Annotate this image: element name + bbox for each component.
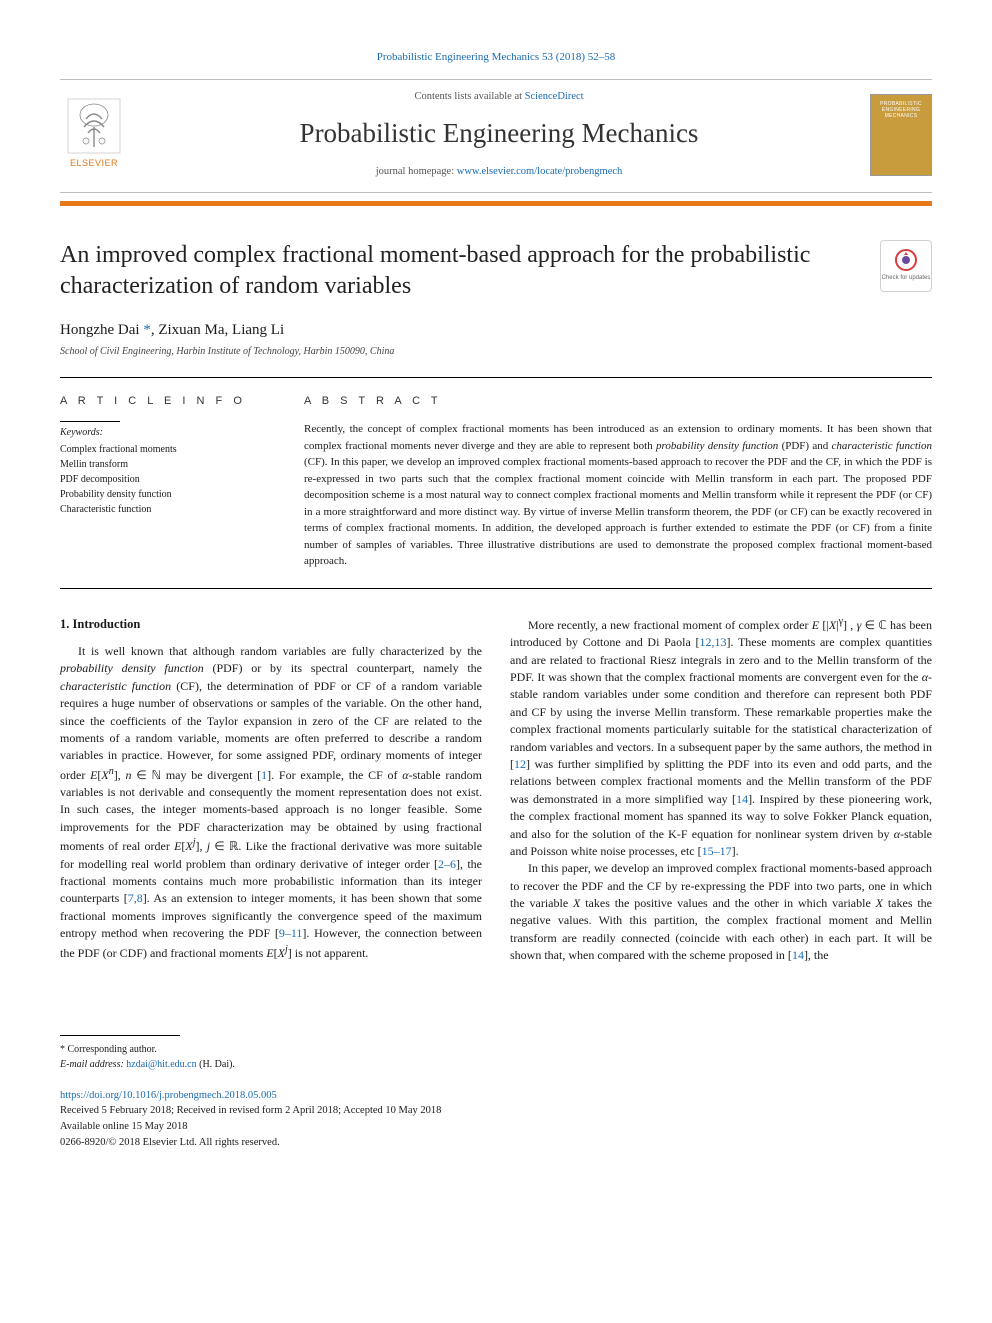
footnote-rule: [60, 1035, 180, 1036]
copyright: 0266-8920/© 2018 Elsevier Ltd. All right…: [60, 1135, 932, 1151]
title-row: An improved complex fractional moment-ba…: [60, 240, 932, 302]
doi-link[interactable]: https://doi.org/10.1016/j.probengmech.20…: [60, 1090, 277, 1101]
journal-cover-thumb: PROBABILISTIC ENGINEERING MECHANICS: [870, 94, 932, 176]
homepage-prefix: journal homepage:: [376, 166, 457, 177]
affiliation: School of Civil Engineering, Harbin Inst…: [60, 345, 932, 359]
section-heading: 1. Introduction: [60, 615, 482, 633]
keyword-item: PDF decomposition: [60, 472, 270, 487]
elsevier-tree-icon: [66, 97, 122, 155]
info-abstract-row: A R T I C L E I N F O Keywords: Complex …: [60, 378, 932, 588]
article-info-label: A R T I C L E I N F O: [60, 394, 270, 409]
keyword-item: Mellin transform: [60, 457, 270, 472]
body-paragraph: More recently, a new fractional moment o…: [510, 615, 932, 860]
footnote: * Corresponding author. E-mail address: …: [60, 1042, 932, 1072]
keywords-head: Keywords:: [60, 426, 270, 440]
elsevier-logo: ELSEVIER: [60, 97, 128, 173]
page: Probabilistic Engineering Mechanics 53 (…: [0, 0, 992, 1191]
sciencedirect-link[interactable]: ScienceDirect: [525, 91, 584, 102]
abstract-text: Recently, the concept of complex fractio…: [304, 421, 932, 570]
citation-link[interactable]: Probabilistic Engineering Mechanics 53 (…: [377, 51, 616, 63]
doi-block: https://doi.org/10.1016/j.probengmech.20…: [60, 1088, 932, 1151]
header-center: Contents lists available at ScienceDirec…: [144, 90, 854, 179]
check-updates-text: Check for updates: [882, 274, 931, 282]
body-paragraph: In this paper, we develop an improved co…: [510, 860, 932, 964]
email-line: E-mail address: hzdai@hit.edu.cn (H. Dai…: [60, 1057, 932, 1072]
article-title: An improved complex fractional moment-ba…: [60, 240, 860, 302]
keywords-list: Complex fractional moments Mellin transf…: [60, 442, 270, 517]
available-online: Available online 15 May 2018: [60, 1119, 932, 1135]
corresponding-author: * Corresponding author.: [60, 1042, 932, 1057]
body-columns: 1. Introduction It is well known that al…: [60, 615, 932, 965]
keyword-item: Probability density function: [60, 487, 270, 502]
orange-divider: [60, 201, 932, 206]
email-link[interactable]: hzdai@hit.edu.cn: [126, 1059, 196, 1070]
elsevier-logo-text: ELSEVIER: [70, 157, 118, 170]
citation-line: Probabilistic Engineering Mechanics 53 (…: [60, 50, 932, 65]
contents-line: Contents lists available at ScienceDirec…: [144, 90, 854, 105]
journal-header: ELSEVIER Contents lists available at Sci…: [60, 79, 932, 192]
article-history: Received 5 February 2018; Received in re…: [60, 1103, 932, 1119]
abstract: A B S T R A C T Recently, the concept of…: [304, 394, 932, 570]
check-updates-badge[interactable]: Check for updates: [880, 240, 932, 292]
authors: Hongzhe Dai *, Zixuan Ma, Liang Li: [60, 320, 932, 341]
email-owner: (H. Dai).: [199, 1059, 235, 1070]
article-info: A R T I C L E I N F O Keywords: Complex …: [60, 394, 270, 570]
abstract-label: A B S T R A C T: [304, 394, 932, 409]
body-paragraph: It is well known that although random va…: [60, 643, 482, 962]
journal-name: Probabilistic Engineering Mechanics: [144, 115, 854, 153]
homepage-line: journal homepage: www.elsevier.com/locat…: [144, 165, 854, 180]
homepage-link[interactable]: www.elsevier.com/locate/probengmech: [457, 166, 623, 177]
email-label: E-mail address:: [60, 1059, 124, 1070]
rule-bottom: [60, 588, 932, 589]
keywords-rule: [60, 421, 120, 422]
cover-thumb-label: PROBABILISTIC ENGINEERING MECHANICS: [871, 101, 931, 119]
contents-prefix: Contents lists available at: [414, 91, 524, 102]
keyword-item: Characteristic function: [60, 502, 270, 517]
keyword-item: Complex fractional moments: [60, 442, 270, 457]
check-updates-icon: [894, 248, 918, 272]
